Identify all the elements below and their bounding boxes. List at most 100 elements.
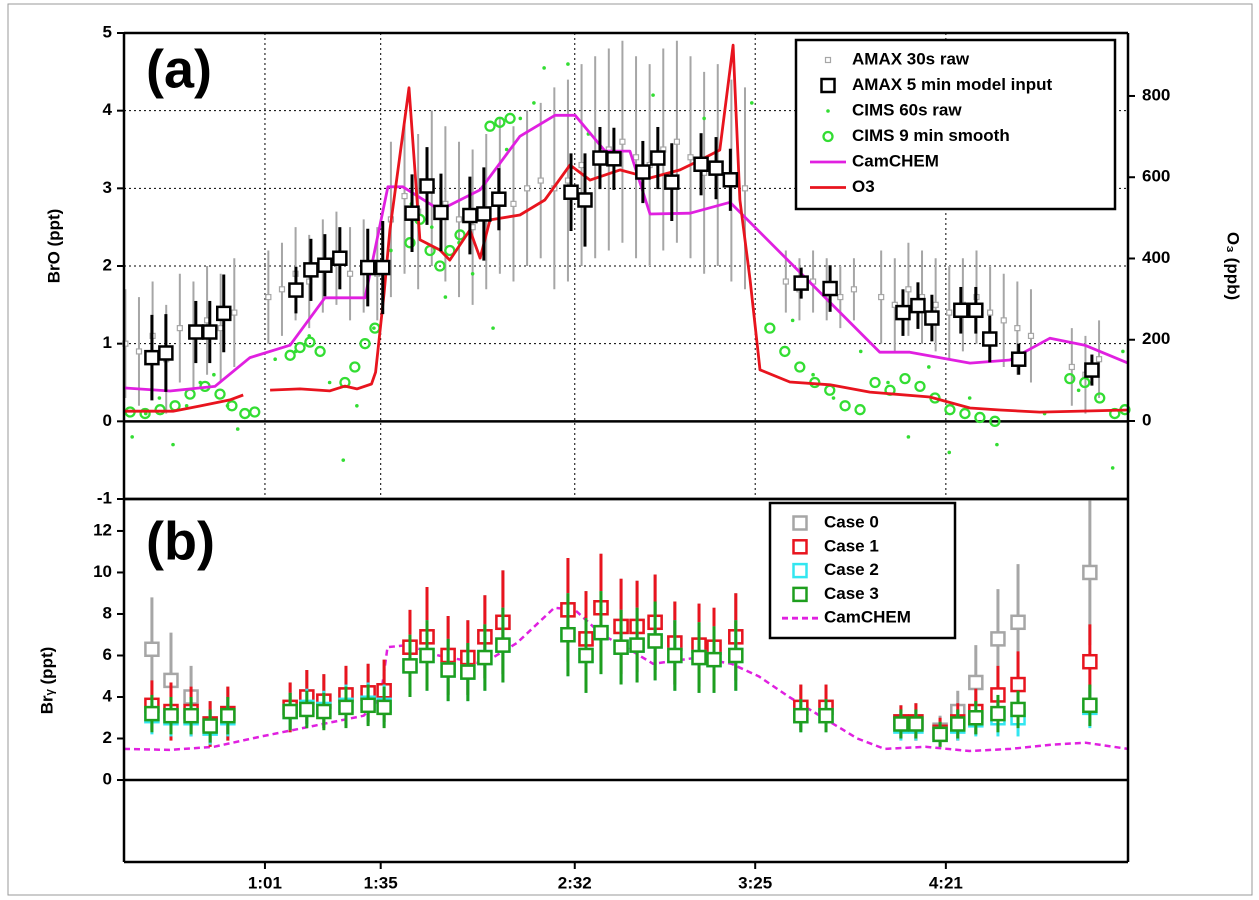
- legend-swatch: [792, 586, 808, 603]
- marker: [372, 326, 376, 330]
- y2-tick-label: 800: [1142, 85, 1170, 104]
- marker: [504, 112, 516, 125]
- marker: [494, 116, 506, 128]
- marker: [504, 147, 509, 152]
- legend-swatch: [824, 56, 832, 64]
- legend-swatch: [792, 515, 808, 531]
- legend-label: AMAX 30s raw: [852, 49, 970, 68]
- legend-item: CIMS 9 min smooth: [822, 126, 1010, 145]
- marker: [822, 280, 838, 297]
- marker: [523, 185, 531, 192]
- marker: [1084, 362, 1100, 378]
- marker: [359, 338, 371, 350]
- marker: [635, 164, 651, 180]
- marker: [249, 406, 261, 418]
- marker: [908, 716, 924, 732]
- marker: [202, 718, 218, 734]
- x-tick-label: 2:32: [558, 873, 592, 892]
- y-axis-label: BrO (ppt): [44, 209, 63, 284]
- marker: [944, 404, 956, 416]
- marker: [444, 244, 456, 257]
- marker: [741, 185, 749, 192]
- panel-label: (a): [146, 39, 212, 99]
- marker: [216, 305, 232, 322]
- marker: [987, 309, 994, 316]
- marker: [891, 301, 898, 308]
- marker: [1068, 363, 1075, 371]
- marker: [782, 278, 789, 285]
- marker: [794, 361, 806, 373]
- x-tick-label: 4:21: [929, 873, 963, 892]
- marker: [542, 66, 546, 70]
- marker: [510, 200, 517, 207]
- marker: [144, 705, 160, 722]
- marker: [282, 703, 298, 720]
- marker: [360, 259, 376, 276]
- marker: [154, 404, 166, 416]
- marker: [593, 624, 609, 641]
- marker: [537, 177, 544, 184]
- marker: [632, 154, 640, 161]
- legend-label: CamCHEM: [852, 151, 939, 170]
- legend-swatch: [822, 130, 834, 143]
- marker: [899, 372, 911, 385]
- marker: [793, 707, 809, 724]
- marker: [811, 372, 815, 377]
- legend-item: Case 2: [792, 560, 879, 579]
- x-tick-label: 1:01: [248, 873, 282, 892]
- marker: [476, 206, 492, 222]
- marker: [691, 649, 707, 666]
- marker: [454, 229, 466, 241]
- marker: [706, 651, 722, 668]
- marker: [932, 301, 939, 308]
- marker: [212, 372, 216, 377]
- legend-swatch: [792, 539, 808, 555]
- legend-item: CamCHEM: [810, 151, 939, 170]
- marker: [673, 138, 680, 145]
- legend-label: CamCHEM: [824, 608, 911, 627]
- marker: [158, 345, 174, 361]
- legend-item: Case 0: [792, 512, 879, 531]
- marker: [1000, 317, 1007, 324]
- legend-label: Case 2: [824, 560, 879, 579]
- y2-tick-label: 0: [1142, 410, 1151, 429]
- marker: [824, 384, 836, 396]
- y2-tick-label: 600: [1142, 167, 1170, 186]
- marker: [294, 341, 306, 354]
- marker: [566, 62, 570, 66]
- legend-swatch: [826, 109, 830, 113]
- marker: [130, 435, 134, 439]
- marker: [560, 626, 576, 643]
- marker: [1010, 614, 1026, 631]
- y-tick-label: 3: [103, 178, 112, 197]
- marker: [188, 324, 204, 340]
- marker: [950, 716, 966, 732]
- marker: [163, 707, 179, 724]
- marker: [419, 178, 435, 194]
- legend-item: Case 3: [792, 584, 879, 603]
- marker: [990, 705, 1006, 722]
- y-tick-label: 2: [103, 728, 112, 747]
- marker: [477, 649, 493, 666]
- marker: [687, 154, 694, 161]
- marker: [946, 309, 953, 316]
- marker: [878, 293, 885, 301]
- marker: [303, 262, 319, 278]
- marker: [629, 637, 645, 653]
- marker: [299, 701, 315, 718]
- panel: 1:01 1:35 2:32 3:25 4:21 0 2 4 6 8 10 12 (b) Brᵧ (ppt…: [37, 497, 1130, 900]
- marker: [314, 345, 326, 358]
- legend-item: O3: [810, 177, 875, 196]
- marker: [982, 331, 998, 347]
- marker: [667, 647, 683, 664]
- marker: [214, 388, 226, 400]
- marker: [779, 345, 791, 358]
- page-border: [7, 3, 1253, 896]
- legend-item: CIMS 60s raw: [826, 100, 962, 119]
- marker: [171, 442, 175, 447]
- marker: [440, 662, 456, 678]
- marker: [886, 380, 890, 385]
- marker: [374, 259, 391, 276]
- marker: [1082, 653, 1098, 670]
- marker: [619, 138, 626, 145]
